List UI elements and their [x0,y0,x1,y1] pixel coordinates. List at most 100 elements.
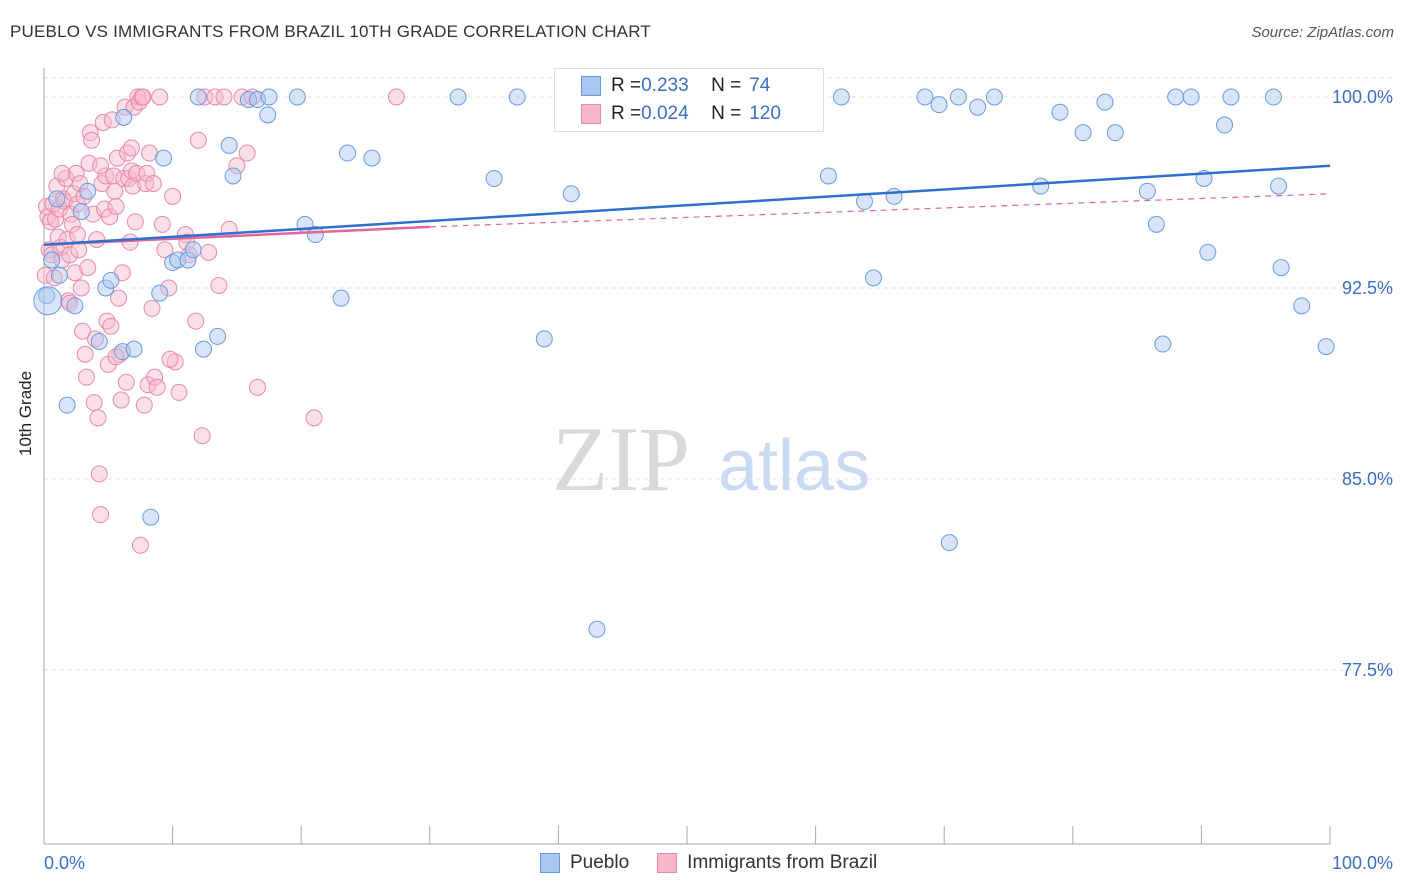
tick-labels: 77.5% 85.0% 92.5% 100.0% 0.0% 100.0% [44,87,1393,873]
brazil-point [215,88,233,106]
pueblo-point [179,251,197,269]
brazil-point [238,144,256,162]
pueblo-point [1074,124,1092,142]
pueblo-point [48,190,66,208]
brazil-point [41,213,59,231]
brazil-point [151,88,169,106]
pueblo-point [50,266,68,284]
brazil-point [112,391,130,409]
pueblo-point [1317,338,1335,356]
brazil-point [387,88,405,106]
axes [43,68,1331,845]
brazil-point [63,215,81,233]
brazil-point [92,506,110,524]
brazil-n-label: N = [711,103,742,124]
brazil-point [65,185,83,203]
brazil-point [102,317,120,335]
pueblo-point [1147,215,1165,233]
brazil-n-value: 120 [749,103,781,124]
pueblo-trend-line [43,164,1331,246]
pueblo-point [485,169,503,187]
pueblo-point [306,226,324,244]
pueblo-point [562,185,580,203]
pueblo-point [66,297,84,315]
brazil-point [90,465,108,483]
watermark-atlas: atlas [718,426,870,506]
pueblo-point [819,167,837,185]
pueblo-point [90,332,108,350]
pueblo-point [1106,124,1124,142]
brazil-point [72,279,90,297]
pueblo-point [930,96,948,114]
pueblo-point [1222,88,1240,106]
legend-item-pueblo[interactable]: Pueblo [540,852,629,874]
pueblo-point [1199,243,1217,261]
brazil-point [107,198,125,216]
stats-legend: R = 0.233 N = 74 R = 0.024 N = 120 [554,68,824,132]
pueblo-point [155,149,173,167]
pueblo-point [985,88,1003,106]
watermark-zip: ZIP [552,408,690,510]
pueblo-point [72,203,90,221]
brazil-point [153,215,171,233]
pueblo-point [189,88,207,106]
y-axis-label: 10th Grade [16,370,35,456]
legend-item-brazil[interactable]: Immigrants from Brazil [657,852,877,874]
pueblo-point [125,340,143,358]
brazil-point [106,182,124,200]
pueblo-point [916,88,934,106]
brazil-point [85,394,103,412]
grid-lines [44,77,1394,671]
pueblo-point [1270,177,1288,195]
pueblo-point [969,98,987,116]
brazil-point [210,276,228,294]
brazil-point [89,409,107,427]
pueblo-point [1167,88,1185,106]
brazil-point [45,269,63,287]
pueblo-point [338,144,356,162]
pueblo-point [949,88,967,106]
watermark: ZIP atlas [552,408,870,510]
pueblo-point [38,287,56,305]
y-tick-label: 100.0% [1332,87,1393,107]
pueblo-point [1138,182,1156,200]
pueblo-point [151,284,169,302]
brazil-points [36,88,405,554]
brazil-point [131,536,149,554]
pueblo-point [58,396,76,414]
brazil-point [228,157,246,175]
brazil-point [122,139,140,157]
pueblo-point [259,106,277,124]
brazil-point [77,368,95,386]
pueblo-point [142,508,160,526]
brazil-point [148,378,166,396]
pueblo-points [33,88,1335,638]
pueblo-point [220,136,238,154]
pueblo-legend-label: Pueblo [570,852,630,873]
chart-title: PUEBLO VS IMMIGRANTS FROM BRAZIL 10TH GR… [10,22,651,41]
brazil-point [135,396,153,414]
brazil-point [156,241,174,259]
x-tick-label: 0.0% [44,853,85,873]
brazil-point [74,322,92,340]
brazil-point [79,259,97,277]
bottom-legend: Pueblo Immigrants from Brazil [540,852,905,874]
brazil-point [143,299,161,317]
brazil-point [138,164,156,182]
brazil-r-label: R = [611,103,642,124]
brazil-point [161,350,179,368]
pueblo-n-value: 74 [749,75,771,96]
pueblo-point [1051,103,1069,121]
brazil-point [126,213,144,231]
pueblo-point [184,241,202,259]
brazil-point [305,409,323,427]
brazil-point [248,378,266,396]
pueblo-point [194,340,212,358]
brazil-point [124,177,142,195]
pueblo-point [239,91,257,109]
brazil-point [68,226,86,244]
pueblo-point-large [33,286,63,316]
legend-row-pueblo: R = 0.233 N = 74 [581,74,770,98]
pueblo-point [832,88,850,106]
